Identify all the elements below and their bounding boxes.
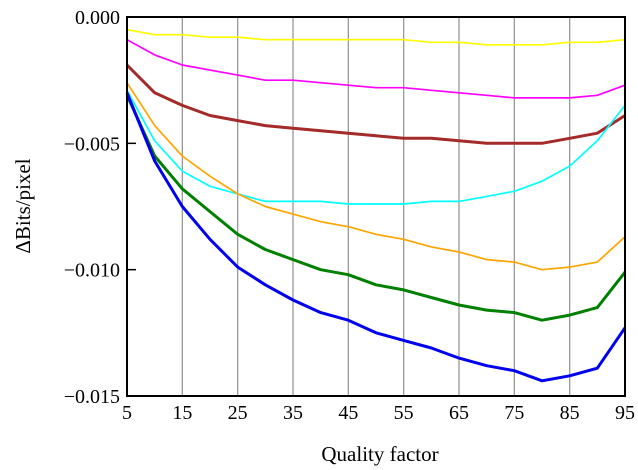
x-tick-label: 35 bbox=[283, 402, 303, 424]
x-tick-label: 65 bbox=[449, 402, 469, 424]
x-tick-label: 85 bbox=[560, 402, 580, 424]
x-tick-label: 15 bbox=[172, 402, 192, 424]
series-line-7 bbox=[125, 92, 627, 383]
y-tick-label: −0.010 bbox=[64, 260, 120, 282]
y-tick-label: −0.015 bbox=[64, 386, 120, 408]
series-lines bbox=[125, 28, 627, 383]
x-tick-label: 25 bbox=[228, 402, 248, 424]
axis-ticks: 5 15 25 35 45 55 65 75 85 95 0.000 −0.005 −0.010 −0.0… bbox=[64, 7, 635, 424]
x-tick-label: 75 bbox=[504, 402, 524, 424]
series-line-5 bbox=[126, 82, 626, 271]
series-line-1 bbox=[126, 28, 626, 46]
series-line-6 bbox=[125, 94, 627, 322]
series-line-4 bbox=[126, 89, 626, 205]
series-line-2 bbox=[126, 38, 626, 99]
plot-frame bbox=[126, 16, 626, 397]
x-tick-label: 45 bbox=[338, 402, 358, 424]
series-line-3 bbox=[125, 63, 626, 145]
x-tick-label: 5 bbox=[122, 402, 132, 424]
x-axis-title: Quality factor bbox=[321, 442, 438, 466]
y-tick-label: −0.005 bbox=[64, 133, 120, 155]
y-axis-title: ΔBits/pixel bbox=[11, 158, 35, 253]
x-tick-label: 55 bbox=[394, 402, 414, 424]
y-tick-label: 0.000 bbox=[75, 7, 120, 29]
x-tick-label: 95 bbox=[615, 402, 635, 424]
